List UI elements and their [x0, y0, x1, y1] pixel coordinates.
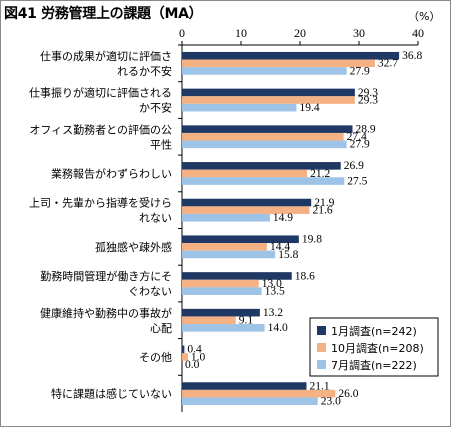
data-label: 26.9	[344, 160, 364, 172]
data-label: 9.1	[239, 315, 254, 327]
data-label: 23.0	[321, 396, 341, 408]
data-label: 28.9	[356, 123, 376, 135]
legend-swatch	[317, 360, 326, 369]
bar	[182, 140, 347, 149]
category-label: か不安	[139, 101, 172, 115]
category-label: 心配	[150, 322, 172, 335]
data-label: 26.0	[338, 388, 358, 400]
bar	[182, 103, 297, 112]
bar	[182, 67, 347, 75]
data-label: 21.2	[310, 168, 330, 180]
data-label: 14.0	[268, 322, 288, 334]
category-label: ぐわない	[128, 285, 172, 298]
data-label: 27.5	[347, 175, 367, 187]
bar	[182, 272, 292, 280]
data-label: 29.3	[358, 87, 378, 99]
data-label: 0.0	[185, 359, 200, 371]
bar	[182, 169, 308, 178]
x-tick-label: 40	[412, 26, 424, 40]
bar	[182, 324, 265, 332]
x-tick-label: 30	[353, 26, 365, 40]
bar	[182, 308, 260, 317]
bar	[182, 132, 344, 141]
bar	[182, 353, 188, 361]
data-label: 21.1	[309, 380, 329, 392]
bar	[182, 243, 267, 251]
category-label: オフィス勤務者との評価の公	[29, 122, 172, 136]
x-tick-label: 20	[294, 26, 306, 40]
bar	[182, 287, 262, 295]
category-label: 平性	[150, 137, 172, 151]
category-label: その他	[139, 351, 172, 364]
bar	[182, 162, 341, 170]
data-label: 21.6	[312, 204, 332, 216]
category-label: 上司・先輩から指導を受けら	[29, 196, 172, 210]
data-label: 27.9	[350, 139, 370, 151]
bar	[182, 51, 400, 60]
bar	[182, 345, 185, 354]
bar	[182, 96, 355, 104]
data-label: 14.9	[273, 212, 293, 224]
data-label: 0.4	[187, 344, 202, 356]
category-label: 孤独感や疎外感	[95, 241, 172, 254]
bar	[182, 88, 355, 97]
x-tick-label: 10	[235, 26, 247, 40]
data-label: 36.8	[402, 50, 422, 62]
legend-box	[309, 317, 439, 377]
bar	[182, 125, 353, 133]
chart-title: 図41 労務管理上の課題（MA）	[4, 6, 203, 22]
legend-label: 10月調査(n=208)	[331, 341, 424, 355]
bar	[182, 206, 310, 214]
data-label: 27.4	[347, 131, 367, 143]
bar	[182, 316, 236, 325]
data-label: 29.3	[358, 94, 378, 106]
data-label: 18.6	[295, 270, 315, 282]
data-label: 13.5	[265, 285, 285, 297]
data-label: 13.2	[263, 307, 283, 319]
data-label: 27.9	[350, 65, 370, 77]
category-label: 業務報告がわずらわしい	[51, 166, 172, 180]
bar	[182, 250, 276, 259]
bar	[182, 382, 307, 390]
category-label: 仕事振りが適切に評価される	[29, 86, 172, 100]
data-label: 19.4	[299, 102, 319, 114]
bar	[182, 213, 270, 222]
data-label: 21.9	[314, 197, 334, 209]
data-label: 1.0	[191, 351, 206, 363]
legend-label: 7月調査(n=222)	[331, 358, 417, 372]
data-label: 13.0	[262, 278, 282, 290]
data-label: 15.8	[278, 249, 298, 261]
category-label: 特に課題は感じていない	[51, 387, 172, 401]
bar	[182, 397, 318, 406]
data-label: 19.8	[302, 234, 322, 246]
category-label: れない	[139, 212, 172, 225]
category-label: 勤務時間管理が働き方にそ	[40, 269, 172, 283]
data-label: 32.7	[378, 58, 398, 70]
unit-label: （%）	[408, 10, 441, 23]
bar	[182, 235, 299, 244]
category-label: 仕事の成果が適切に評価さ	[40, 49, 172, 63]
legend-swatch	[317, 343, 326, 352]
bar	[182, 198, 312, 207]
legend-label: 1月調査(n=242)	[331, 324, 417, 338]
bar	[182, 59, 375, 68]
data-label: 14.4	[270, 241, 290, 253]
x-tick-label: 0	[179, 26, 185, 40]
bar	[182, 177, 345, 185]
bar	[182, 279, 259, 288]
legend-swatch	[317, 326, 326, 335]
category-label: 健康維持や勤務中の事故が	[40, 306, 172, 320]
bar	[182, 389, 336, 398]
category-label: れるか不安	[117, 64, 172, 78]
